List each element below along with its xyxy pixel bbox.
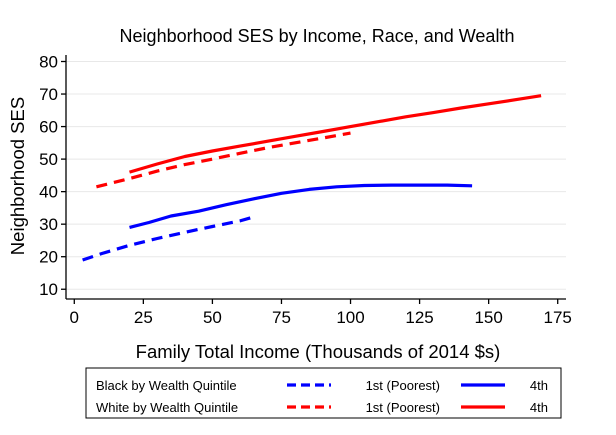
legend-group-label-0: Black by Wealth Quintile	[96, 378, 237, 393]
y-tick-label-60: 60	[39, 118, 58, 137]
x-tick-label-100: 100	[336, 308, 364, 327]
y-tick-label-70: 70	[39, 85, 58, 104]
y-tick-label-10: 10	[39, 280, 58, 299]
series-line-white-4th	[129, 94, 542, 174]
x-tick-label-175: 175	[544, 308, 572, 327]
y-tick-label-30: 30	[39, 215, 58, 234]
x-tick-label-75: 75	[272, 308, 291, 327]
y-tick-label-50: 50	[39, 150, 58, 169]
series-line-white-1st	[96, 131, 351, 189]
x-tick-label-150: 150	[474, 308, 502, 327]
legend-group-label-1: White by Wealth Quintile	[96, 400, 238, 415]
x-tick-label-50: 50	[203, 308, 222, 327]
x-axis-label: Family Total Income (Thousands of 2014 $…	[136, 341, 501, 362]
y-tick-label-80: 80	[39, 53, 58, 72]
legend-label-white-1st: 1st (Poorest)	[366, 400, 440, 415]
chart-title: Neighborhood SES by Income, Race, and We…	[120, 26, 515, 46]
legend-label-black-1st: 1st (Poorest)	[366, 378, 440, 393]
y-tick-label-40: 40	[39, 183, 58, 202]
y-tick-label-20: 20	[39, 248, 58, 267]
axes: 10 20 30 40 50 60 70 80 0 25 50 75 100 125 150 175	[39, 53, 572, 327]
legend: Black by Wealth Quintile 1st (Poorest) 4th…	[85, 367, 562, 419]
legend-label-black-4th: 4th	[530, 378, 548, 393]
x-tick-label-25: 25	[134, 308, 153, 327]
x-tick-label-0: 0	[70, 308, 79, 327]
x-tick-label-125: 125	[405, 308, 433, 327]
series-line-black-1st	[82, 216, 252, 262]
y-axis-label: Neighborhood SES	[7, 97, 28, 255]
series-line-black-4th	[129, 183, 473, 229]
grid-lines	[66, 61, 566, 290]
legend-label-white-4th: 4th	[530, 400, 548, 415]
series-layer	[82, 94, 542, 262]
legend-box	[85, 367, 562, 419]
